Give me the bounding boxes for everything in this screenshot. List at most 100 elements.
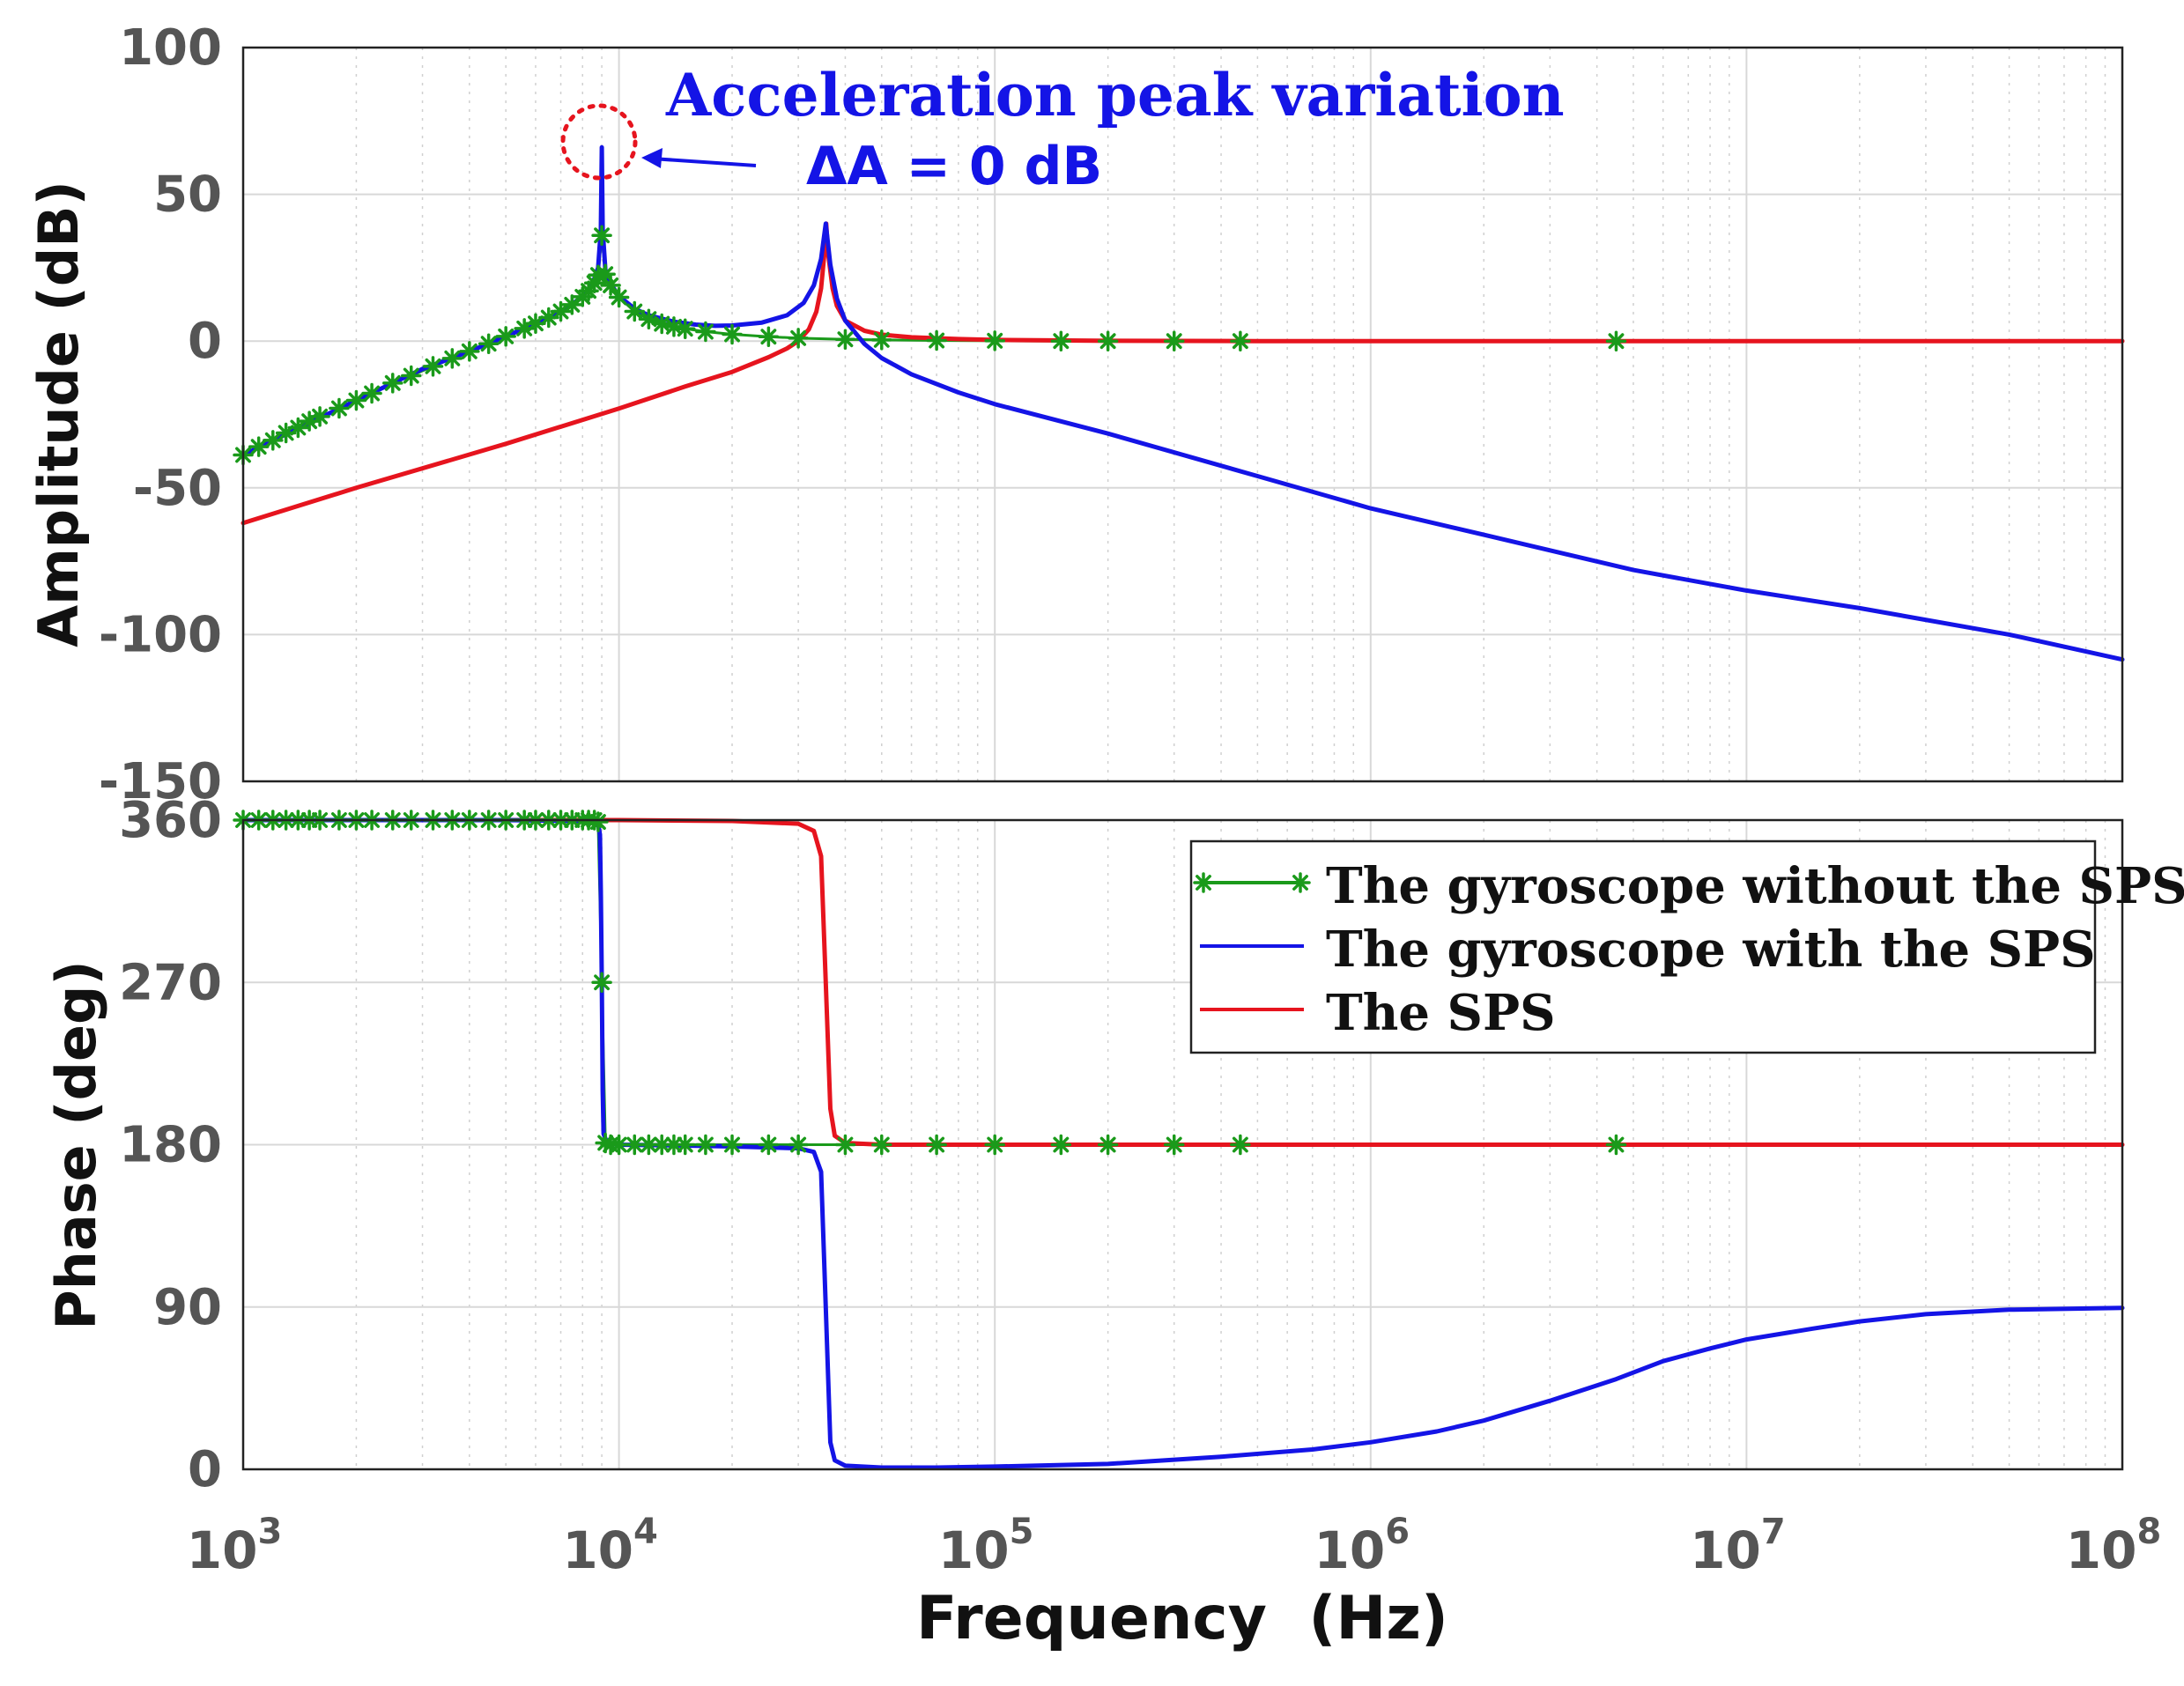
marker-stroke (264, 432, 281, 448)
marker-point-without-sps (459, 341, 480, 362)
marker-point-without-sps (984, 330, 1005, 351)
marker-stroke (1608, 1136, 1625, 1153)
x-tick-label: 106 (1314, 1512, 1410, 1580)
marker-stroke (552, 303, 569, 320)
marker-stroke (403, 367, 419, 384)
peak-highlight-circle (560, 103, 638, 181)
amplitude-y-tick-labels: 100 50 0 -50 -100 -150 (99, 19, 222, 810)
marker-point-without-sps (1605, 330, 1627, 351)
marker-stroke (987, 332, 1003, 349)
marker-stroke (597, 266, 614, 283)
y-tick-label: -50 (133, 460, 222, 517)
x-tick-exponent: 5 (1010, 1512, 1034, 1552)
marker-stroke (1099, 333, 1116, 350)
series-line-with-sps (241, 817, 2125, 1470)
marker-stroke (611, 289, 627, 306)
annotation-arrow-line (651, 157, 757, 167)
marker-point-without-sps (1097, 330, 1119, 351)
legend-label-with-sps: The gyroscope with the SPS (1326, 921, 2096, 979)
legend-star-left (1193, 872, 1214, 893)
marker-stroke (697, 1136, 714, 1153)
marker-point-without-sps (441, 348, 463, 369)
marker-point-without-sps (834, 329, 856, 350)
amplitude-series (233, 144, 2125, 662)
y-tick-label: 270 (119, 954, 222, 1011)
marker-point-without-sps (361, 382, 382, 404)
marker-stroke (790, 329, 807, 346)
marker-stroke (564, 296, 581, 313)
x-tick-label: 107 (1690, 1512, 1786, 1580)
marker-stroke (603, 277, 619, 293)
marker-stroke (461, 343, 478, 359)
marker-stroke (330, 400, 347, 417)
marker-stroke (654, 315, 670, 332)
marker-stroke (760, 329, 777, 345)
marker-stroke (364, 385, 381, 402)
marker-point-without-sps (758, 1134, 780, 1156)
marker-stroke (790, 1136, 807, 1153)
marker-point-without-sps (538, 307, 559, 329)
marker-point-without-sps (345, 389, 367, 411)
marker-point-without-sps (1050, 1134, 1072, 1156)
x-tick-exponent: 3 (257, 1512, 282, 1552)
marker-point-without-sps (1097, 1134, 1119, 1156)
marker-point-without-sps (608, 286, 630, 308)
y-tick-label: 360 (119, 792, 222, 849)
marker-point-without-sps (788, 328, 809, 349)
y-tick-label: -150 (99, 753, 222, 810)
marker-point-without-sps (651, 313, 672, 335)
marker-point-without-sps (495, 326, 516, 347)
marker-stroke (677, 1136, 693, 1153)
marker-point-without-sps (1605, 1134, 1627, 1156)
marker-point-without-sps (287, 417, 309, 439)
marker-stroke (348, 392, 365, 409)
marker-stroke (724, 1136, 740, 1153)
marker-stroke (1053, 333, 1070, 350)
marker-point-without-sps (926, 329, 947, 351)
y-tick-label: -100 (99, 606, 222, 663)
amplitude-y-axis-title: Amplitude (dB) (26, 181, 91, 647)
marker-point-without-sps (1163, 330, 1185, 351)
legend-box (1189, 839, 2097, 1054)
marker-point-without-sps (695, 1134, 716, 1156)
marker-point-without-sps (248, 436, 270, 457)
marker-stroke (290, 419, 307, 436)
marker-stroke (873, 331, 890, 348)
x-tick-base: 10 (562, 1520, 633, 1580)
marker-point-without-sps (788, 1134, 809, 1156)
marker-stroke (626, 1136, 643, 1153)
marker-point-without-sps (624, 300, 646, 322)
marker-point-without-sps (695, 321, 716, 343)
marker-point-without-sps (674, 1134, 696, 1156)
marker-point-without-sps (591, 225, 612, 246)
marker-stroke (929, 332, 945, 349)
annotation-delta-value: ΔA = 0 dB (806, 136, 1102, 197)
x-tick-exponent: 8 (2136, 1512, 2161, 1552)
marker-stroke (540, 309, 557, 326)
marker-point-without-sps (600, 275, 621, 296)
y-tick-label: 90 (153, 1279, 222, 1336)
frequency-x-axis-title: Frequency (Hz) (916, 1584, 1448, 1653)
legend-entry-without-sps: The gyroscope without the SPS (1193, 857, 2184, 915)
marker-point-without-sps (309, 406, 330, 427)
marker-stroke (1196, 875, 1211, 891)
marker-stroke (760, 1136, 777, 1153)
marker-point-without-sps (591, 972, 612, 993)
marker-point-without-sps (871, 1134, 892, 1156)
amplitude-plot-background (243, 48, 2122, 781)
y-tick-label: 50 (153, 166, 222, 224)
marker-point-without-sps (1163, 1134, 1185, 1156)
marker-stroke (1166, 1136, 1182, 1153)
marker-stroke (987, 1136, 1003, 1153)
marker-point-without-sps (834, 1134, 856, 1156)
y-tick-label: 0 (188, 1441, 222, 1498)
amplitude-axes-frame (241, 46, 2124, 783)
marker-stroke (480, 336, 497, 352)
marker-stroke (677, 321, 693, 337)
legend-label-sps: The SPS (1326, 984, 1556, 1042)
marker-stroke (873, 1136, 890, 1153)
marker-stroke (594, 227, 611, 244)
y-tick-label: 100 (119, 19, 222, 77)
